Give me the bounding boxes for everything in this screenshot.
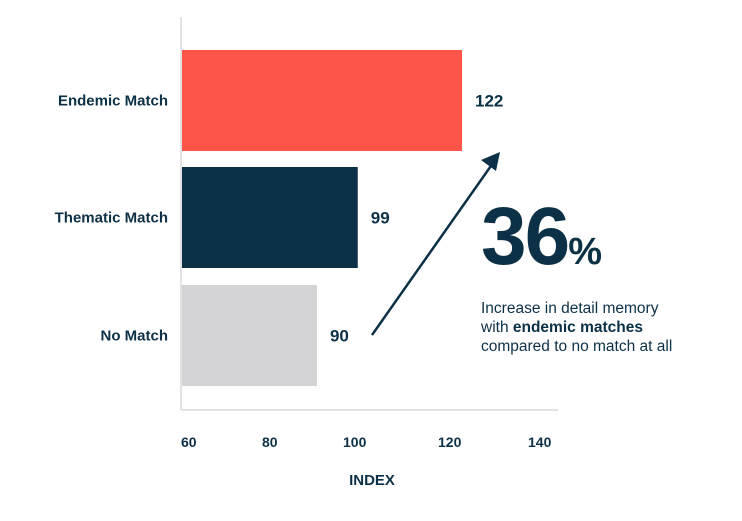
x-axis-label: INDEX bbox=[349, 472, 395, 489]
arrow-icon bbox=[370, 152, 500, 336]
x-tick-label: 60 bbox=[181, 434, 197, 450]
x-tick-label: 140 bbox=[528, 434, 552, 450]
category-label: Thematic Match bbox=[55, 210, 168, 227]
bar-endemic-match bbox=[181, 50, 462, 151]
bar-thematic-match bbox=[181, 167, 358, 268]
callout-unit: % bbox=[568, 231, 603, 273]
callout-line-2-bold: endemic matches bbox=[512, 319, 643, 336]
callout-line-3: compared to no match at all bbox=[481, 338, 673, 355]
x-tick-label: 80 bbox=[262, 434, 278, 450]
callout-line-2-prefix: with bbox=[481, 319, 513, 336]
value-label: 99 bbox=[371, 209, 390, 228]
category-label: Endemic Match bbox=[58, 93, 168, 110]
callout-number: 36 bbox=[481, 191, 570, 282]
callout-description: Increase in detail memory with endemic m… bbox=[481, 299, 741, 356]
x-tick-label: 120 bbox=[438, 434, 462, 450]
value-label: 90 bbox=[330, 327, 349, 346]
value-label: 122 bbox=[475, 92, 503, 111]
callout-line-1: Increase in detail memory bbox=[481, 300, 659, 317]
x-tick-label: 100 bbox=[343, 434, 367, 450]
bar-no-match bbox=[181, 285, 317, 386]
callout-line-2: with endemic matches bbox=[481, 318, 741, 337]
callout-stat: 36% bbox=[481, 196, 741, 293]
category-label: No Match bbox=[101, 328, 169, 345]
callout: 36% Increase in detail memory with endem… bbox=[481, 196, 741, 356]
